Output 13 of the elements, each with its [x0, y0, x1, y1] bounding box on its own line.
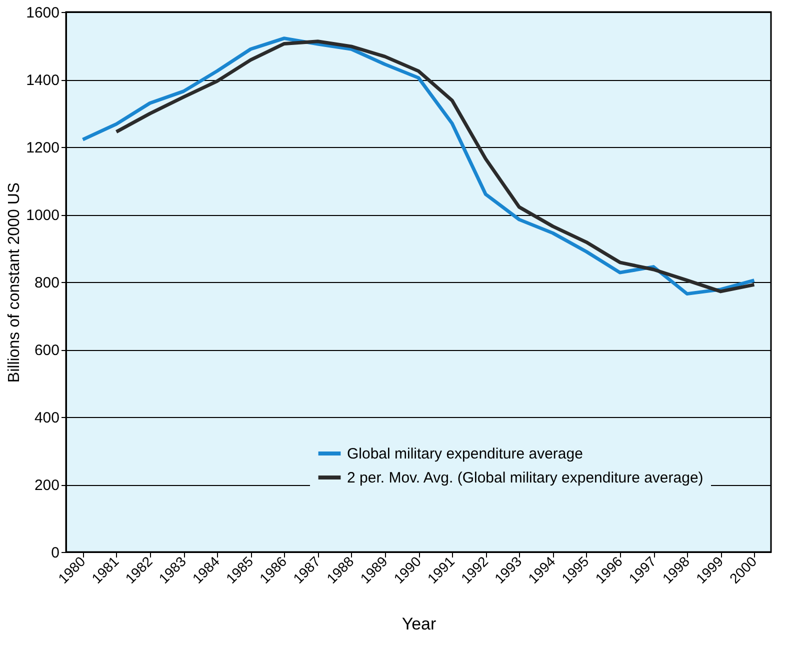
y-tick-label: 400	[34, 410, 60, 426]
y-tick-label: 800	[34, 274, 60, 292]
y-tick-label: 0	[51, 544, 60, 562]
y-tick-label: 1400	[26, 72, 60, 89]
y-tick-label: 600	[34, 342, 60, 359]
legend-label: 2 per. Mov. Avg. (Global military expenditure average)	[347, 470, 704, 486]
y-axis-title: Billions of constant 2000 US	[6, 182, 24, 383]
y-tick-label: 1200	[26, 140, 60, 156]
y-tick-label: 1000	[26, 207, 60, 224]
x-axis-title: Year	[402, 614, 437, 634]
y-tick-label: 1600	[26, 4, 60, 22]
y-tick-label: 200	[34, 477, 60, 494]
legend-label: Global military expenditure average	[347, 446, 583, 462]
